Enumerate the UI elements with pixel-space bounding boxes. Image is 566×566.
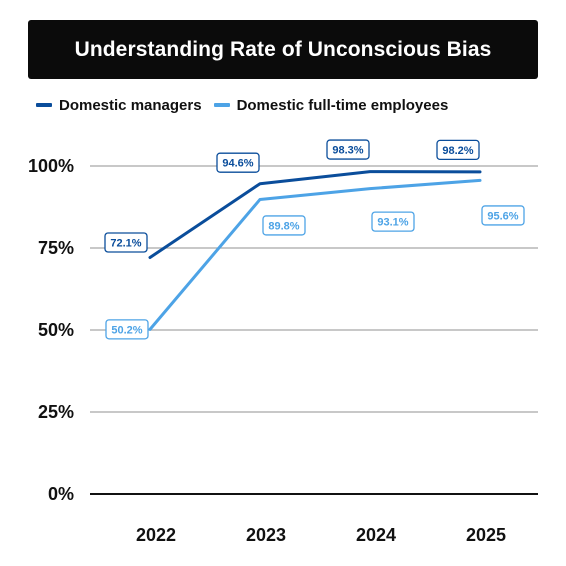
- data-label-layer: 72.1% 94.6% 98.3% 98.2% 50.2% 89.8% 93.1% 95.6%: [104, 139, 525, 340]
- legend-label-managers: Domestic managers: [59, 96, 202, 114]
- y-tick-label: 75%: [38, 238, 74, 258]
- data-label-text: 89.8%: [268, 220, 299, 232]
- legend-swatch-managers: [36, 103, 52, 107]
- tick-layer: 0% 25% 50% 75% 100% 2022 2023 2024 2025: [28, 156, 506, 545]
- x-tick-label: 2025: [466, 525, 506, 545]
- data-label-text: 72.1%: [110, 238, 141, 250]
- x-tick-label: 2022: [136, 525, 176, 545]
- grid-layer: [90, 165, 538, 495]
- legend-swatch-employees: [213, 103, 230, 107]
- data-label-box: [326, 139, 370, 160]
- data-label-box: [105, 319, 149, 340]
- data-label-text: 50.2%: [111, 324, 142, 336]
- data-label: 89.8%: [262, 215, 306, 236]
- y-tick-label: 25%: [38, 402, 74, 422]
- chart-title: Understanding Rate of Unconscious Bias: [74, 37, 492, 61]
- data-label: 93.1%: [371, 211, 415, 232]
- y-tick-label: 50%: [38, 320, 74, 340]
- data-label-text: 94.6%: [222, 158, 253, 170]
- chart-title-bar: Understanding Rate of Unconscious Bias: [28, 20, 538, 79]
- data-label-text: 95.6%: [487, 210, 518, 222]
- y-tick-label: 0%: [48, 484, 74, 504]
- data-label-box: [104, 232, 148, 253]
- data-label-box: [481, 205, 525, 226]
- data-label-text: 98.2%: [442, 145, 473, 157]
- x-tick-label: 2024: [356, 525, 396, 545]
- series-line-employees: [148, 178, 482, 331]
- data-label: 94.6%: [216, 152, 260, 173]
- data-label-text: 93.1%: [377, 217, 408, 229]
- legend: Domestic managers Domestic full-time emp…: [36, 94, 460, 116]
- data-label-box: [262, 215, 306, 236]
- x-tick-label: 2023: [246, 525, 286, 545]
- data-label: 72.1%: [104, 232, 148, 253]
- legend-item-managers: Domestic managers: [36, 97, 202, 114]
- data-label-box: [371, 211, 415, 232]
- data-label-box: [436, 139, 480, 161]
- series-line-managers: [148, 170, 482, 260]
- data-label-box: [216, 152, 260, 173]
- data-label: 95.6%: [481, 205, 525, 226]
- y-tick-label: 100%: [28, 156, 74, 176]
- legend-label-employees: Domestic full-time employees: [236, 96, 449, 114]
- data-label-text: 98.3%: [332, 145, 363, 157]
- data-label: 98.2%: [436, 139, 480, 161]
- data-label: 50.2%: [105, 319, 149, 340]
- legend-item-employees: Domestic full-time employees: [213, 96, 449, 114]
- data-label: 98.3%: [326, 139, 370, 160]
- series-layer: [148, 170, 482, 331]
